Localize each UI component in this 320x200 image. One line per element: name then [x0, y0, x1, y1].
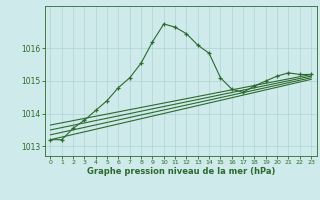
X-axis label: Graphe pression niveau de la mer (hPa): Graphe pression niveau de la mer (hPa) [87, 167, 275, 176]
